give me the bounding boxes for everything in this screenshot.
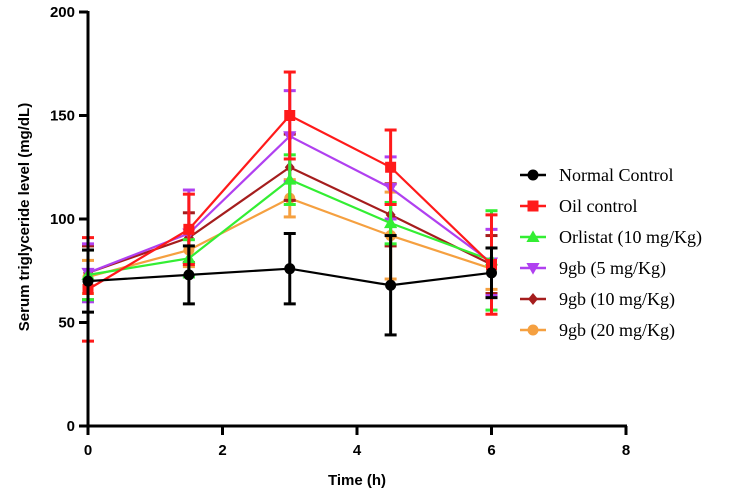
legend-entry-normal-control: Normal Control — [520, 165, 674, 185]
y-tick-label: 100 — [50, 211, 75, 228]
legend-label: 9gb (10 mg/Kg) — [559, 289, 675, 310]
legend-entry-9gb-10-mg-kg: 9gb (10 mg/Kg) — [520, 289, 675, 310]
data-point — [183, 224, 194, 235]
data-point — [385, 280, 396, 291]
legend-entry-orlistat-10-mg-kg: Orlistat (10 mg/Kg) — [520, 227, 702, 248]
data-point — [486, 267, 497, 278]
data-point — [385, 162, 396, 173]
y-tick-label: 150 — [50, 108, 75, 125]
legend-entry-9gb-20-mg-kg: 9gb (20 mg/Kg) — [520, 320, 675, 341]
legend-label: Oil control — [559, 196, 638, 216]
legend-label: 9gb (20 mg/Kg) — [559, 320, 675, 341]
x-tick-label: 8 — [622, 442, 630, 459]
legend-label: Normal Control — [559, 165, 674, 185]
x-tick-label: 4 — [353, 442, 362, 459]
series-normal-control — [82, 233, 498, 334]
axes-layer: 0 50 100 150 200 0 2 4 6 8 — [50, 4, 630, 459]
legend-label: Orlistat (10 mg/Kg) — [559, 227, 702, 248]
legend-marker — [528, 170, 539, 181]
legend-entry-oil-control: Oil control — [520, 196, 638, 216]
x-axis-label: Time (h) — [328, 472, 386, 489]
y-tick-label: 200 — [50, 4, 75, 21]
legend-marker — [528, 293, 538, 305]
chart: 0 50 100 150 200 0 2 4 6 8 Serum triglyceride lev… — [0, 0, 751, 496]
legend-entry-9gb-5-mg-kg: 9gb (5 mg/Kg) — [520, 258, 666, 279]
legend-label: 9gb (5 mg/Kg) — [559, 258, 666, 279]
y-tick-label: 50 — [58, 315, 75, 332]
data-point — [183, 269, 194, 280]
y-axis-label: Serum triglyceride level (mg/dL) — [16, 103, 33, 331]
legend-marker — [528, 325, 539, 336]
x-tick-label: 2 — [218, 442, 226, 459]
data-point — [284, 263, 295, 274]
legend: Normal Control Oil control Orlistat (10 mg… — [520, 165, 702, 341]
x-tick-label: 0 — [84, 442, 92, 459]
y-tick-label: 0 — [67, 418, 75, 435]
series-layer — [81, 72, 498, 341]
x-tick-label: 6 — [487, 442, 495, 459]
data-point — [284, 110, 295, 121]
legend-marker — [528, 201, 539, 212]
